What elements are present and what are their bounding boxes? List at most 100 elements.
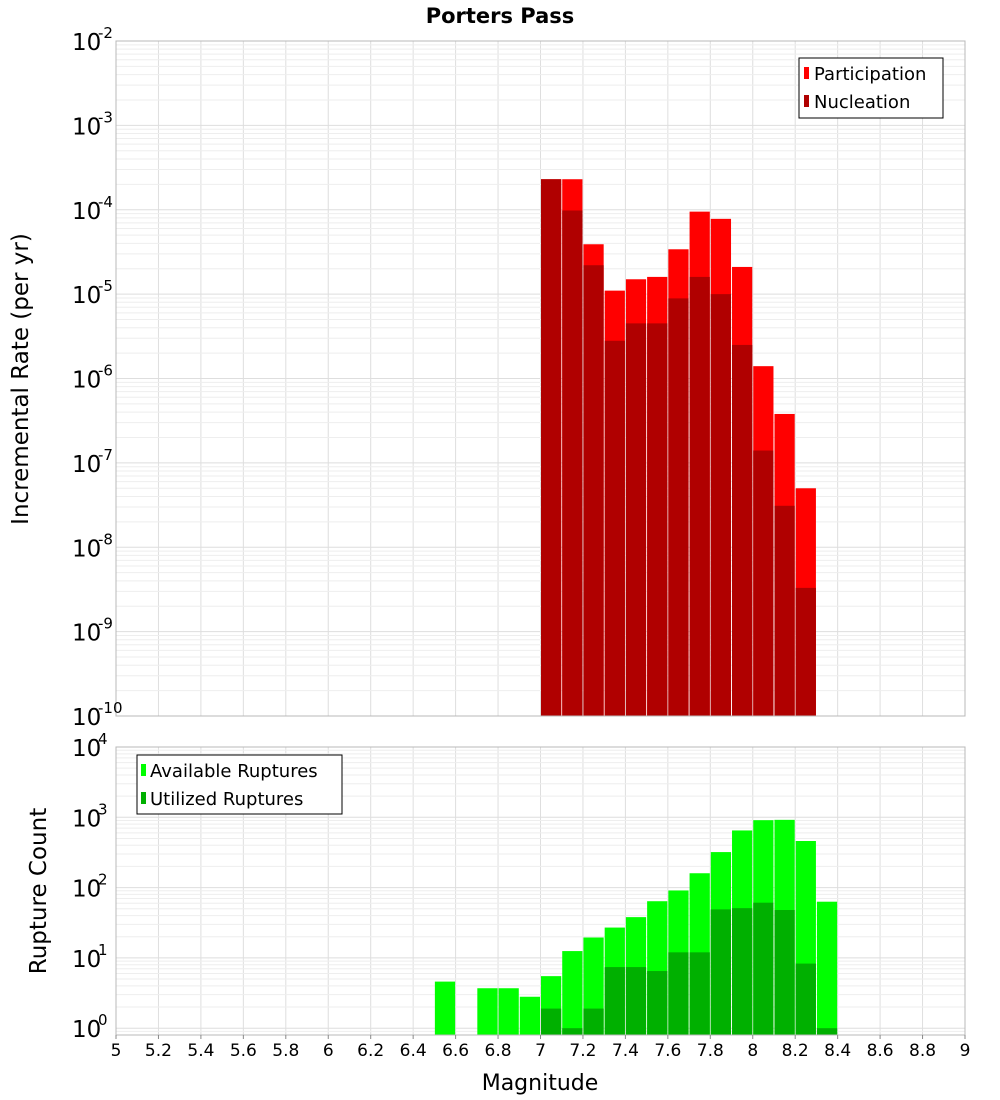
bottom-bar-available-ruptures bbox=[477, 988, 498, 1035]
top-y-tick: 10-6 bbox=[72, 362, 113, 394]
top-bar-nucleation bbox=[647, 323, 668, 716]
legend-swatch-utilized bbox=[141, 792, 146, 804]
bottom-y-tick-base: 10 bbox=[72, 736, 101, 762]
legend-label-utilized: Utilized Ruptures bbox=[150, 789, 303, 810]
top-y-tick: 10-7 bbox=[72, 446, 113, 478]
bottom-y-tick-exponent: 0 bbox=[98, 1011, 108, 1029]
top-y-tick-exponent: -9 bbox=[98, 615, 113, 633]
legend-label-nucleation: Nucleation bbox=[814, 92, 910, 113]
bottom-bar-utilized-ruptures bbox=[732, 908, 753, 1035]
bottom-y-tick-base: 10 bbox=[72, 877, 101, 903]
bottom-bar-utilized-ruptures bbox=[604, 967, 625, 1035]
bottom-bar-utilized-ruptures bbox=[625, 967, 647, 1035]
top-bars bbox=[541, 179, 816, 717]
x-tick-label: 6.8 bbox=[485, 1041, 512, 1061]
bottom-y-tick-exponent: 1 bbox=[98, 941, 108, 959]
bottom-bar-utilized-ruptures bbox=[753, 902, 774, 1035]
legend-label-available: Available Ruptures bbox=[150, 761, 318, 782]
top-bar-nucleation bbox=[795, 587, 816, 716]
top-y-tick-exponent: -8 bbox=[98, 530, 113, 548]
bottom-legend-box bbox=[136, 754, 343, 815]
top-y-axis-label: Incremental Rate (per yr) bbox=[8, 233, 34, 525]
top-y-tick: 10-10 bbox=[72, 699, 123, 731]
chart-title: Porters Pass bbox=[426, 4, 575, 28]
top-legend-box bbox=[798, 57, 944, 119]
top-y-tick-base: 10 bbox=[72, 30, 101, 56]
bottom-legend: Available Ruptures Utilized Ruptures bbox=[136, 754, 343, 815]
x-tick-label: 5.2 bbox=[145, 1041, 172, 1061]
bottom-bar-utilized-ruptures bbox=[689, 952, 710, 1035]
top-bar-nucleation bbox=[541, 179, 562, 716]
x-tick-label: 9 bbox=[960, 1041, 971, 1061]
x-tick-label: 6.6 bbox=[442, 1041, 469, 1061]
top-y-tick-base: 10 bbox=[72, 114, 101, 140]
legend-swatch-participation bbox=[804, 67, 809, 79]
top-y-tick-base: 10 bbox=[72, 621, 101, 647]
bottom-y-tick: 101 bbox=[72, 941, 108, 973]
bottom-y-tick-base: 10 bbox=[72, 806, 101, 832]
top-bar-nucleation bbox=[710, 294, 732, 716]
bottom-bar-utilized-ruptures bbox=[562, 1028, 583, 1035]
top-y-tick: 10-8 bbox=[72, 530, 113, 562]
top-y-tick-exponent: -10 bbox=[98, 699, 123, 717]
top-bar-nucleation bbox=[604, 340, 625, 716]
bottom-bar-utilized-ruptures bbox=[647, 971, 668, 1035]
x-tick-label: 5.8 bbox=[272, 1041, 299, 1061]
top-bar-nucleation bbox=[583, 265, 604, 716]
x-tick-label: 6.4 bbox=[400, 1041, 427, 1061]
bottom-bar-available-ruptures bbox=[562, 951, 583, 1035]
bottom-bar-utilized-ruptures bbox=[795, 963, 816, 1035]
x-tick-label: 5 bbox=[111, 1041, 122, 1061]
bottom-y-tick-exponent: 3 bbox=[98, 800, 108, 818]
x-tick-label: 5.4 bbox=[187, 1041, 214, 1061]
x-ticks: 5 5.2 5.4 5.6 5.8 6 6.2 6.4 6.6 6.8 7 7.2 7.4 7.6 7.8 8… bbox=[111, 1035, 971, 1061]
top-bar-nucleation bbox=[625, 323, 647, 716]
top-bar-nucleation bbox=[753, 450, 774, 716]
top-y-tick: 10-5 bbox=[72, 277, 113, 309]
x-tick-label: 8 bbox=[747, 1041, 758, 1061]
bottom-y-tick: 102 bbox=[72, 871, 108, 903]
x-tick-label: 7 bbox=[535, 1041, 546, 1061]
bottom-bar-utilized-ruptures bbox=[774, 910, 795, 1035]
bottom-y-tick: 104 bbox=[72, 730, 108, 762]
top-y-tick-base: 10 bbox=[72, 705, 101, 731]
legend-label-participation: Participation bbox=[814, 64, 926, 85]
top-y-tick: 10-2 bbox=[72, 24, 113, 56]
bottom-y-tick-base: 10 bbox=[72, 947, 101, 973]
top-y-tick-exponent: -7 bbox=[98, 446, 113, 464]
bottom-y-tick: 100 bbox=[72, 1011, 108, 1043]
top-legend: Participation Nucleation bbox=[798, 57, 944, 119]
top-bar-nucleation bbox=[562, 210, 583, 716]
x-tick-label: 8.4 bbox=[824, 1041, 851, 1061]
bottom-y-tick-exponent: 2 bbox=[98, 871, 108, 889]
legend-swatch-available bbox=[141, 764, 146, 776]
top-y-tick-base: 10 bbox=[72, 452, 101, 478]
x-tick-label: 7.4 bbox=[612, 1041, 639, 1061]
x-axis-label: Magnitude bbox=[482, 1071, 599, 1096]
top-y-tick-exponent: -6 bbox=[98, 362, 113, 380]
top-y-tick-exponent: -4 bbox=[98, 193, 113, 211]
bottom-bar-utilized-ruptures bbox=[816, 1028, 838, 1035]
bottom-bar-utilized-ruptures bbox=[583, 1008, 604, 1035]
bottom-y-tick: 103 bbox=[72, 800, 108, 832]
bottom-bar-available-ruptures bbox=[498, 988, 519, 1035]
x-tick-label: 7.6 bbox=[654, 1041, 681, 1061]
top-plot-frame bbox=[115, 40, 966, 717]
x-tick-label: 8.6 bbox=[867, 1041, 894, 1061]
x-tick-label: 7.2 bbox=[569, 1041, 596, 1061]
top-bar-nucleation bbox=[668, 298, 689, 716]
bottom-bar-available-ruptures bbox=[519, 996, 540, 1035]
x-tick-label: 6 bbox=[323, 1041, 334, 1061]
bottom-bar-utilized-ruptures bbox=[710, 909, 732, 1035]
x-tick-label: 8.8 bbox=[909, 1041, 936, 1061]
top-y-tick-base: 10 bbox=[72, 283, 101, 309]
top-bar-nucleation bbox=[732, 344, 753, 716]
top-y-tick-exponent: -3 bbox=[98, 108, 113, 126]
x-tick-label: 5.6 bbox=[230, 1041, 257, 1061]
top-y-tick-base: 10 bbox=[72, 199, 101, 225]
x-tick-label: 8.2 bbox=[782, 1041, 809, 1061]
